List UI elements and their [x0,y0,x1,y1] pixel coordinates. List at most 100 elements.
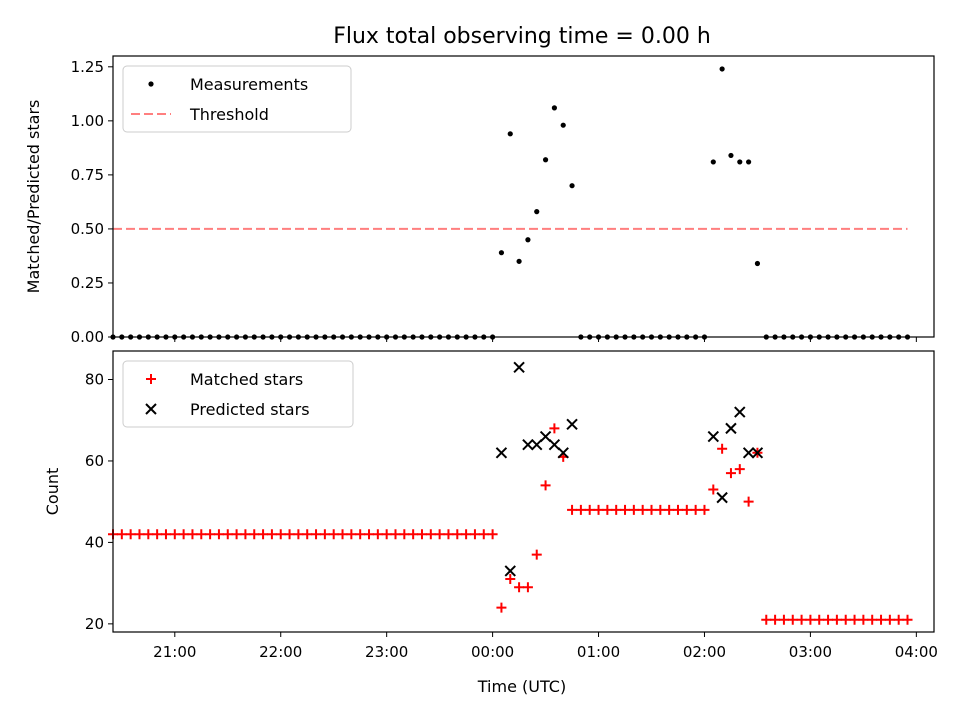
axes-frame [112,55,935,338]
data-point [522,582,533,593]
data-point [160,529,171,540]
data-point [143,529,154,540]
data-point [710,159,716,165]
data-point [620,504,631,515]
data-point [355,529,366,540]
data-point [187,529,198,540]
data-point [778,614,789,625]
data-point [734,406,746,418]
x-tick-label: 01:00 [577,643,620,661]
y-axis-label: Count [43,468,62,516]
data-point [416,529,427,540]
y-tick-label: 40 [85,533,104,551]
axes-frame [112,350,935,633]
data-point [311,529,322,540]
data-point [328,529,339,540]
series-matched-stars [108,423,913,625]
data-point [487,529,498,540]
y-tick-label: 20 [85,615,104,633]
data-point [787,614,798,625]
data-point [867,614,878,625]
data-point [902,614,913,625]
y-tick-label: 1.00 [71,112,104,130]
data-point [719,66,725,72]
data-point [496,602,507,613]
legend: Measurements Threshold [122,65,352,133]
data-point [628,504,639,515]
data-point [557,447,569,459]
y-tick-label: 0.25 [71,274,104,292]
data-point [548,438,561,451]
data-point [743,496,754,507]
data-point [461,529,472,540]
data-point [549,423,560,434]
data-point [196,529,207,540]
data-point [540,480,551,491]
data-point [805,614,816,625]
data-point [796,614,807,625]
data-point [284,529,295,540]
data-point [522,438,534,451]
data-point [725,468,736,479]
data-point [507,131,513,137]
data-point [672,504,683,515]
data-point [551,105,557,111]
data-point [566,418,578,431]
data-point [178,529,189,540]
x-tick-label: 21:00 [153,643,196,661]
y-tick-label: 1.25 [71,58,104,76]
data-point [569,183,575,189]
data-point [884,614,895,625]
legend-entry: Predicted stars [190,400,310,419]
legend-marker [145,403,157,415]
data-point [319,529,330,540]
x-tick-label: 04:00 [895,643,938,661]
y-tick-label: 60 [85,452,104,470]
data-point [478,529,489,540]
legend: Matched stars Predicted stars [122,360,354,428]
data-point [134,529,145,540]
data-point [734,464,745,475]
data-point [346,529,357,540]
data-point [539,430,552,443]
data-point [390,529,401,540]
chart-title: Flux total observing time = 0.00 h [333,24,711,49]
data-point [152,529,163,540]
data-point [690,504,701,515]
data-point [849,614,860,625]
data-point [293,529,304,540]
x-axis-label: Time (UTC) [477,677,566,696]
data-point [602,504,613,515]
data-point [534,209,540,215]
data-point [717,443,728,454]
data-point [646,504,657,515]
data-point [725,422,737,435]
data-point [567,504,578,515]
data-point [205,529,216,540]
data-point [495,447,508,459]
data-point [664,504,675,515]
top-panel: 0.00 0.25 0.50 0.75 1.00 1.25 Matched/Predicte… [24,55,935,346]
y-tick-label: 0.50 [71,220,104,238]
data-point [434,529,445,540]
data-point [399,529,410,540]
data-point [699,504,710,515]
data-point [681,504,692,515]
series-predicted-stars [495,361,764,577]
data-point [593,504,604,515]
data-point [542,157,549,163]
data-point [823,614,834,625]
data-point [498,250,505,256]
data-point [707,430,720,443]
data-point [751,447,764,459]
data-point [213,529,224,540]
data-point [258,529,269,540]
data-point [169,529,180,540]
data-point [770,614,781,625]
legend-entry: Threshold [189,105,269,124]
data-point [742,447,755,459]
data-point [876,614,887,625]
data-point [831,614,842,625]
data-point [611,504,622,515]
